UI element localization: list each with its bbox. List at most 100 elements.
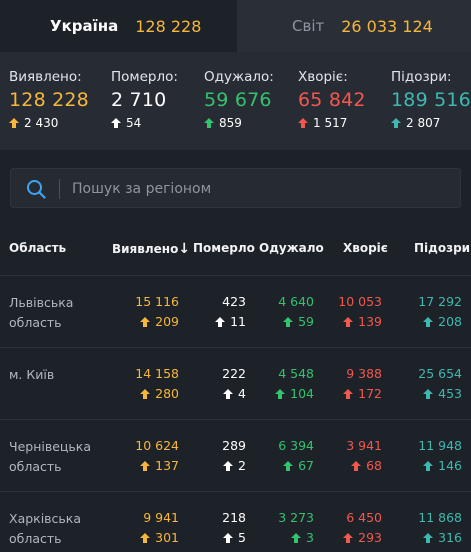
row-deaths-delta-row: 5 <box>222 528 246 548</box>
arrow-up-icon <box>9 118 19 128</box>
row-deaths-cell: 423 11 <box>215 292 246 332</box>
row-deaths-value: 222 <box>222 366 246 381</box>
table-row[interactable]: Львівська область 15 116 209 423 11 4 640 59 10 … <box>0 275 471 347</box>
row-sick-delta-row: 139 <box>338 312 382 332</box>
sort-arrow-icon: ↓ <box>178 241 191 257</box>
row-sick-delta: 68 <box>366 458 382 473</box>
summary-panel: Виявлено: 128 228 2 430 Померло: 2 710 5… <box>0 52 471 150</box>
stat-recovered-delta-row: 859 <box>204 116 274 130</box>
row-region-line: Чернівецька <box>9 439 91 454</box>
row-deaths-delta: 11 <box>230 314 246 329</box>
row-suspected-delta-row: 453 <box>418 384 462 404</box>
row-suspected-value: 17 292 <box>418 294 462 309</box>
arrow-up-icon <box>140 389 151 399</box>
row-deaths-delta-row: 2 <box>222 456 246 476</box>
stat-sick-delta: 1 517 <box>313 116 348 130</box>
row-sick-delta-row: 293 <box>343 528 382 548</box>
row-deaths-value: 423 <box>222 294 246 309</box>
row-sick-value: 10 053 <box>338 294 382 309</box>
row-recovered-delta: 104 <box>290 386 314 401</box>
row-confirmed-value: 14 158 <box>135 366 179 381</box>
stat-suspected-value: 189 516 <box>391 89 471 111</box>
row-suspected-cell: 25 654 453 <box>418 364 462 404</box>
row-confirmed-value: 10 624 <box>135 438 179 453</box>
row-suspected-delta: 453 <box>438 386 462 401</box>
row-recovered-value: 6 394 <box>278 438 314 453</box>
search-icon[interactable] <box>26 179 46 199</box>
arrow-up-icon <box>343 533 354 543</box>
row-sick-cell: 3 941 68 <box>346 436 382 476</box>
row-deaths-cell: 222 4 <box>222 364 246 404</box>
table-header: Область Виявлено↓ Померло Одужало Хворіє… <box>0 228 471 268</box>
stat-confirmed-label: Виявлено: <box>9 69 82 85</box>
tab-ukraine[interactable]: Україна 128 228 <box>0 0 237 52</box>
stat-suspected-delta-row: 2 807 <box>391 116 471 130</box>
stat-sick-value: 65 842 <box>298 89 366 111</box>
tab-ukraine-label: Україна <box>50 17 119 35</box>
col-header-confirmed[interactable]: Виявлено↓ <box>112 241 190 257</box>
arrow-up-icon <box>140 533 151 543</box>
row-recovered-cell: 3 273 3 <box>278 508 314 548</box>
stat-recovered-label: Одужало: <box>204 69 274 85</box>
row-region-name: Чернівецька область <box>9 437 104 477</box>
row-sick-delta: 172 <box>358 386 382 401</box>
table-row[interactable]: Харківська область 9 941 301 218 5 3 273 3 6 450… <box>0 491 471 552</box>
row-confirmed-delta-row: 137 <box>135 456 179 476</box>
col-header-recovered[interactable]: Одужало <box>259 241 324 255</box>
row-recovered-delta-row: 104 <box>275 384 314 404</box>
row-region-line: область <box>9 459 62 474</box>
arrow-up-icon <box>423 389 434 399</box>
row-recovered-delta: 3 <box>306 530 314 545</box>
arrow-up-icon <box>423 317 434 327</box>
stat-suspected-delta: 2 807 <box>406 116 441 130</box>
search-input[interactable] <box>72 177 452 201</box>
row-region-line: область <box>9 531 62 546</box>
row-deaths-delta-row: 11 <box>215 312 246 332</box>
table-row[interactable]: м. Київ 14 158 280 222 4 4 548 104 9 388 172 25 6… <box>0 347 471 419</box>
row-sick-value: 3 941 <box>346 438 382 453</box>
row-deaths-cell: 218 5 <box>222 508 246 548</box>
table-row[interactable]: Чернівецька область 10 624 137 289 2 6 394 67 3 … <box>0 419 471 491</box>
row-region-line: Харківська <box>9 511 81 526</box>
col-header-suspected[interactable]: Підозри <box>414 241 471 255</box>
stat-recovered: Одужало: 59 676 859 <box>204 69 274 130</box>
row-suspected-delta: 316 <box>438 530 462 545</box>
row-confirmed-delta: 137 <box>155 458 179 473</box>
arrow-up-icon <box>343 389 354 399</box>
row-sick-cell: 6 450 293 <box>343 508 382 548</box>
col-header-sick[interactable]: Хворіє <box>343 241 388 255</box>
row-deaths-delta: 5 <box>238 530 246 545</box>
arrow-up-icon <box>391 118 401 128</box>
row-sick-delta: 139 <box>358 314 382 329</box>
tab-world[interactable]: Світ 26 033 124 <box>237 0 471 52</box>
row-deaths-delta: 2 <box>238 458 246 473</box>
row-confirmed-delta-row: 301 <box>140 528 179 548</box>
row-confirmed-delta: 301 <box>155 530 179 545</box>
row-region-name: Львівська область <box>9 293 104 333</box>
arrow-up-icon <box>140 461 151 471</box>
col-header-region[interactable]: Область <box>9 241 67 255</box>
row-recovered-delta-row: 67 <box>278 456 314 476</box>
row-recovered-delta-row: 59 <box>278 312 314 332</box>
stat-confirmed-delta: 2 430 <box>24 116 59 130</box>
row-suspected-delta-row: 146 <box>418 456 462 476</box>
tab-ukraine-count: 128 228 <box>135 16 202 36</box>
arrow-up-icon <box>140 317 151 327</box>
row-suspected-value: 11 868 <box>418 510 462 525</box>
row-sick-value: 6 450 <box>346 510 382 525</box>
row-recovered-cell: 4 548 104 <box>275 364 314 404</box>
row-recovered-value: 3 273 <box>278 510 314 525</box>
row-recovered-cell: 4 640 59 <box>278 292 314 332</box>
row-sick-value: 9 388 <box>346 366 382 381</box>
search-divider <box>59 179 60 199</box>
search-box <box>10 168 461 208</box>
col-header-deaths[interactable]: Померло <box>193 241 255 255</box>
row-confirmed-delta: 280 <box>155 386 179 401</box>
stat-confirmed: Виявлено: 128 228 2 430 <box>9 69 89 130</box>
stat-confirmed-delta-row: 2 430 <box>9 116 89 130</box>
arrow-up-icon <box>275 389 286 399</box>
row-recovered-cell: 6 394 67 <box>278 436 314 476</box>
row-suspected-delta: 146 <box>438 458 462 473</box>
row-deaths-delta-row: 4 <box>222 384 246 404</box>
row-deaths-value: 289 <box>222 438 246 453</box>
